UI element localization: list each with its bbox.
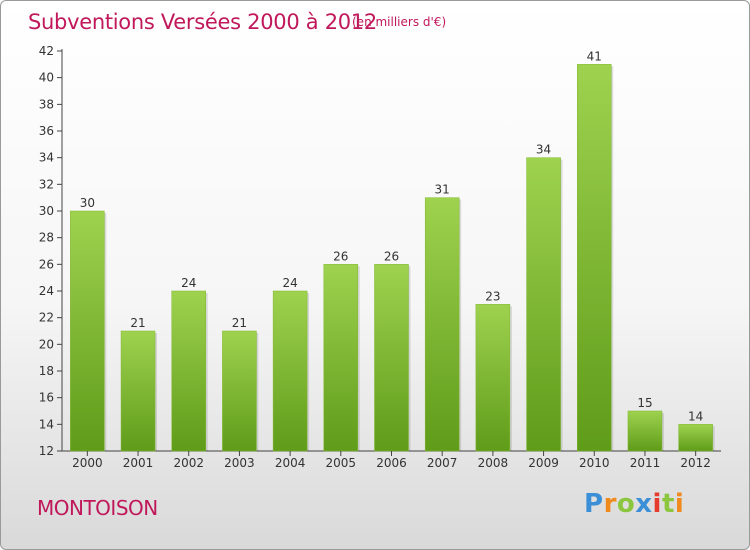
bar-value-label: 23 <box>485 289 500 303</box>
logo-letter: i <box>652 489 662 519</box>
bar <box>475 304 511 452</box>
bar <box>577 64 612 452</box>
y-tick-label: 30 <box>39 204 54 218</box>
x-tick-label: 2006 <box>376 456 407 470</box>
bar <box>323 264 359 452</box>
x-tick-label: 2009 <box>528 456 559 470</box>
bar <box>374 264 409 452</box>
y-tick-label: 42 <box>39 44 54 58</box>
logo-letter: o <box>616 489 636 519</box>
bar-value-label: 31 <box>435 183 450 197</box>
bar-value-label: 30 <box>80 196 95 210</box>
y-tick-label: 14 <box>39 417 54 431</box>
y-tick-label: 40 <box>39 71 54 85</box>
x-tick-label: 2001 <box>123 456 154 470</box>
bar-value-label: 34 <box>536 143 551 157</box>
x-tick-label: 2011 <box>630 456 661 470</box>
bar-value-label: 26 <box>384 249 399 263</box>
y-tick-label: 16 <box>39 391 54 405</box>
bar <box>120 330 156 452</box>
y-tick-label: 34 <box>39 151 54 165</box>
bar <box>70 210 105 452</box>
x-tick-label: 2005 <box>326 456 357 470</box>
logo-letter: x <box>635 489 653 519</box>
bar-value-label: 15 <box>637 396 652 410</box>
bar <box>272 290 308 452</box>
logo-letter: P <box>584 489 604 519</box>
bar-value-label: 26 <box>333 249 348 263</box>
y-tick-label: 36 <box>39 124 54 138</box>
x-tick-label: 2000 <box>72 456 103 470</box>
x-tick-label: 2007 <box>427 456 458 470</box>
logo-letter: r <box>603 489 617 519</box>
x-tick-label: 2008 <box>478 456 509 470</box>
bar <box>424 197 460 452</box>
x-tick-label: 2004 <box>275 456 306 470</box>
x-tick-label: 2010 <box>579 456 610 470</box>
y-tick-label: 32 <box>39 177 54 191</box>
chart-title: Subventions Versées 2000 à 2012 <box>28 10 377 34</box>
y-tick-label: 18 <box>39 364 54 378</box>
bar-value-label: 24 <box>282 276 297 290</box>
y-tick-label: 24 <box>39 284 54 298</box>
bar <box>678 424 713 452</box>
y-tick-label: 26 <box>39 257 54 271</box>
x-tick-label: 2003 <box>224 456 255 470</box>
y-tick-label: 20 <box>39 337 54 351</box>
bar <box>627 410 663 452</box>
chart-subtitle: (en milliers d'€) <box>352 15 447 29</box>
bar-value-label: 21 <box>130 316 145 330</box>
proxiti-logo: Proxiti <box>584 489 684 519</box>
logo-letter: i <box>674 489 685 519</box>
bar-value-label: 24 <box>181 276 196 290</box>
x-tick-label: 2012 <box>680 456 711 470</box>
x-tick-label: 2002 <box>173 456 204 470</box>
y-tick-label: 22 <box>39 311 54 325</box>
bar <box>171 290 206 452</box>
bar <box>222 330 257 452</box>
bar <box>526 157 561 452</box>
y-tick-label: 12 <box>39 444 54 458</box>
logo-letter: t <box>661 489 675 519</box>
bar-value-label: 14 <box>688 409 703 423</box>
bar-value-label: 21 <box>232 316 247 330</box>
bar-value-label: 41 <box>587 49 602 63</box>
place-name: MONTOISON <box>37 496 158 520</box>
y-tick-label: 38 <box>39 97 54 111</box>
y-tick-label: 28 <box>39 231 54 245</box>
